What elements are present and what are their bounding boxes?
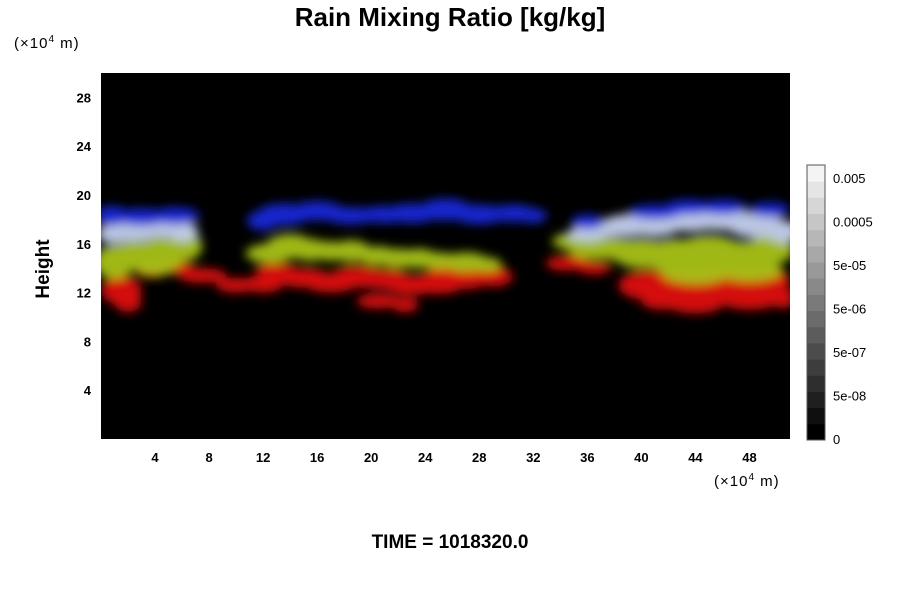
upper-rain-cell <box>567 226 608 242</box>
mid-rain-layer <box>101 231 790 285</box>
colorbar-level <box>807 262 825 279</box>
x-tick-label: 8 <box>205 450 212 465</box>
colorbar-tick-label: 0.0005 <box>833 215 873 230</box>
low-rain-cell <box>472 266 514 287</box>
rain-field <box>101 198 790 314</box>
colorbar-level <box>807 310 825 328</box>
top-rain-layer <box>101 198 790 231</box>
colorbar-level <box>807 375 825 392</box>
colorbar-tick-label: 0 <box>833 432 840 447</box>
colorbar-frame <box>806 164 826 441</box>
low-rain-cell <box>668 296 723 314</box>
y-tick-label: 4 <box>84 383 92 398</box>
time-label: TIME = 1018320.0 <box>371 532 529 553</box>
colorbar-level <box>807 229 825 247</box>
upper-rain-cell <box>767 220 790 243</box>
plot-area <box>101 73 790 439</box>
top-rain-cell <box>698 199 747 215</box>
y-tick-label: 8 <box>84 334 91 349</box>
x-axis: 4 8 12 16 20 24 28 32 36 40 44 48 <box>151 450 756 465</box>
colorbar-tick-label: 5e-08 <box>833 389 866 404</box>
y-tick-label: 28 <box>77 90 91 105</box>
y-unit-prefix: (×10 <box>14 35 49 52</box>
y-tick-label: 24 <box>77 139 92 154</box>
x-tick-label: 12 <box>256 450 270 465</box>
colorbar-level <box>807 342 825 360</box>
x-tick-label: 36 <box>580 450 594 465</box>
x-tick-label: 4 <box>151 450 159 465</box>
x-tick-label: 20 <box>364 450 378 465</box>
x-unit-suffix: m) <box>755 473 780 490</box>
mid-rain-cell <box>134 260 176 276</box>
x-axis-unit-label: (×104 m) <box>714 472 780 490</box>
upper-rain-cell <box>165 221 199 242</box>
chart-title: Rain Mixing Ratio [kg/kg] <box>294 2 606 32</box>
colorbar-level <box>807 245 825 263</box>
low-rain-cell <box>772 288 790 309</box>
x-tick-label: 40 <box>634 450 648 465</box>
colorbar-tick-label: 0.005 <box>833 171 866 186</box>
top-rain-cell <box>664 199 713 215</box>
y-unit-suffix: m) <box>55 35 80 52</box>
low-rain-cell <box>722 295 777 310</box>
x-tick-label: 28 <box>472 450 486 465</box>
low-rain-cell <box>242 275 284 293</box>
x-unit-exponent: 4 <box>748 472 756 483</box>
colorbar-level <box>807 294 825 312</box>
colorbar-level <box>807 359 825 376</box>
colorbar-level <box>807 423 825 441</box>
colorbar-level <box>807 181 825 198</box>
x-tick-label: 44 <box>688 450 703 465</box>
x-tick-label: 16 <box>310 450 324 465</box>
mid-rain-cell <box>469 257 503 272</box>
x-unit-prefix: (×10 <box>714 473 749 490</box>
top-rain-cell <box>571 214 604 230</box>
top-rain-cell <box>519 208 547 224</box>
y-axis: 4 8 12 16 20 24 28 <box>77 90 92 398</box>
colorbar-level <box>807 197 825 215</box>
colorbar-tick-label: 5e-06 <box>833 302 866 317</box>
top-rain-cell <box>150 207 200 225</box>
colorbar: 0.005 0.0005 5e-05 5e-06 5e-07 5e-08 0 <box>806 164 873 447</box>
top-rain-cell <box>749 202 790 217</box>
mid-rain-cell <box>661 262 730 285</box>
y-tick-label: 16 <box>77 237 91 252</box>
colorbar-level <box>807 165 825 182</box>
colorbar-tick-label: 5e-07 <box>833 345 866 360</box>
x-tick-label: 24 <box>418 450 433 465</box>
low-rain-cell <box>576 262 612 275</box>
colorbar-level <box>807 391 825 409</box>
y-axis-unit-label: (×104 m) <box>14 34 80 52</box>
y-tick-label: 20 <box>77 188 91 203</box>
colorbar-tick-label: 5e-05 <box>833 258 866 273</box>
mid-rain-cell <box>715 259 784 282</box>
colorbar-level <box>807 278 825 295</box>
colorbar-level <box>807 326 825 344</box>
upper-rain-layer <box>101 207 790 244</box>
x-tick-label: 48 <box>742 450 756 465</box>
low-rain-cell <box>356 293 400 309</box>
low-rain-cell <box>114 292 142 313</box>
low-rain-cell <box>391 297 419 313</box>
mid-rain-cell <box>745 235 790 265</box>
y-unit-exponent: 4 <box>48 34 56 45</box>
colorbar-level <box>807 213 825 231</box>
colorbar-level <box>807 407 825 425</box>
y-tick-label: 12 <box>77 286 91 301</box>
x-tick-label: 32 <box>526 450 540 465</box>
